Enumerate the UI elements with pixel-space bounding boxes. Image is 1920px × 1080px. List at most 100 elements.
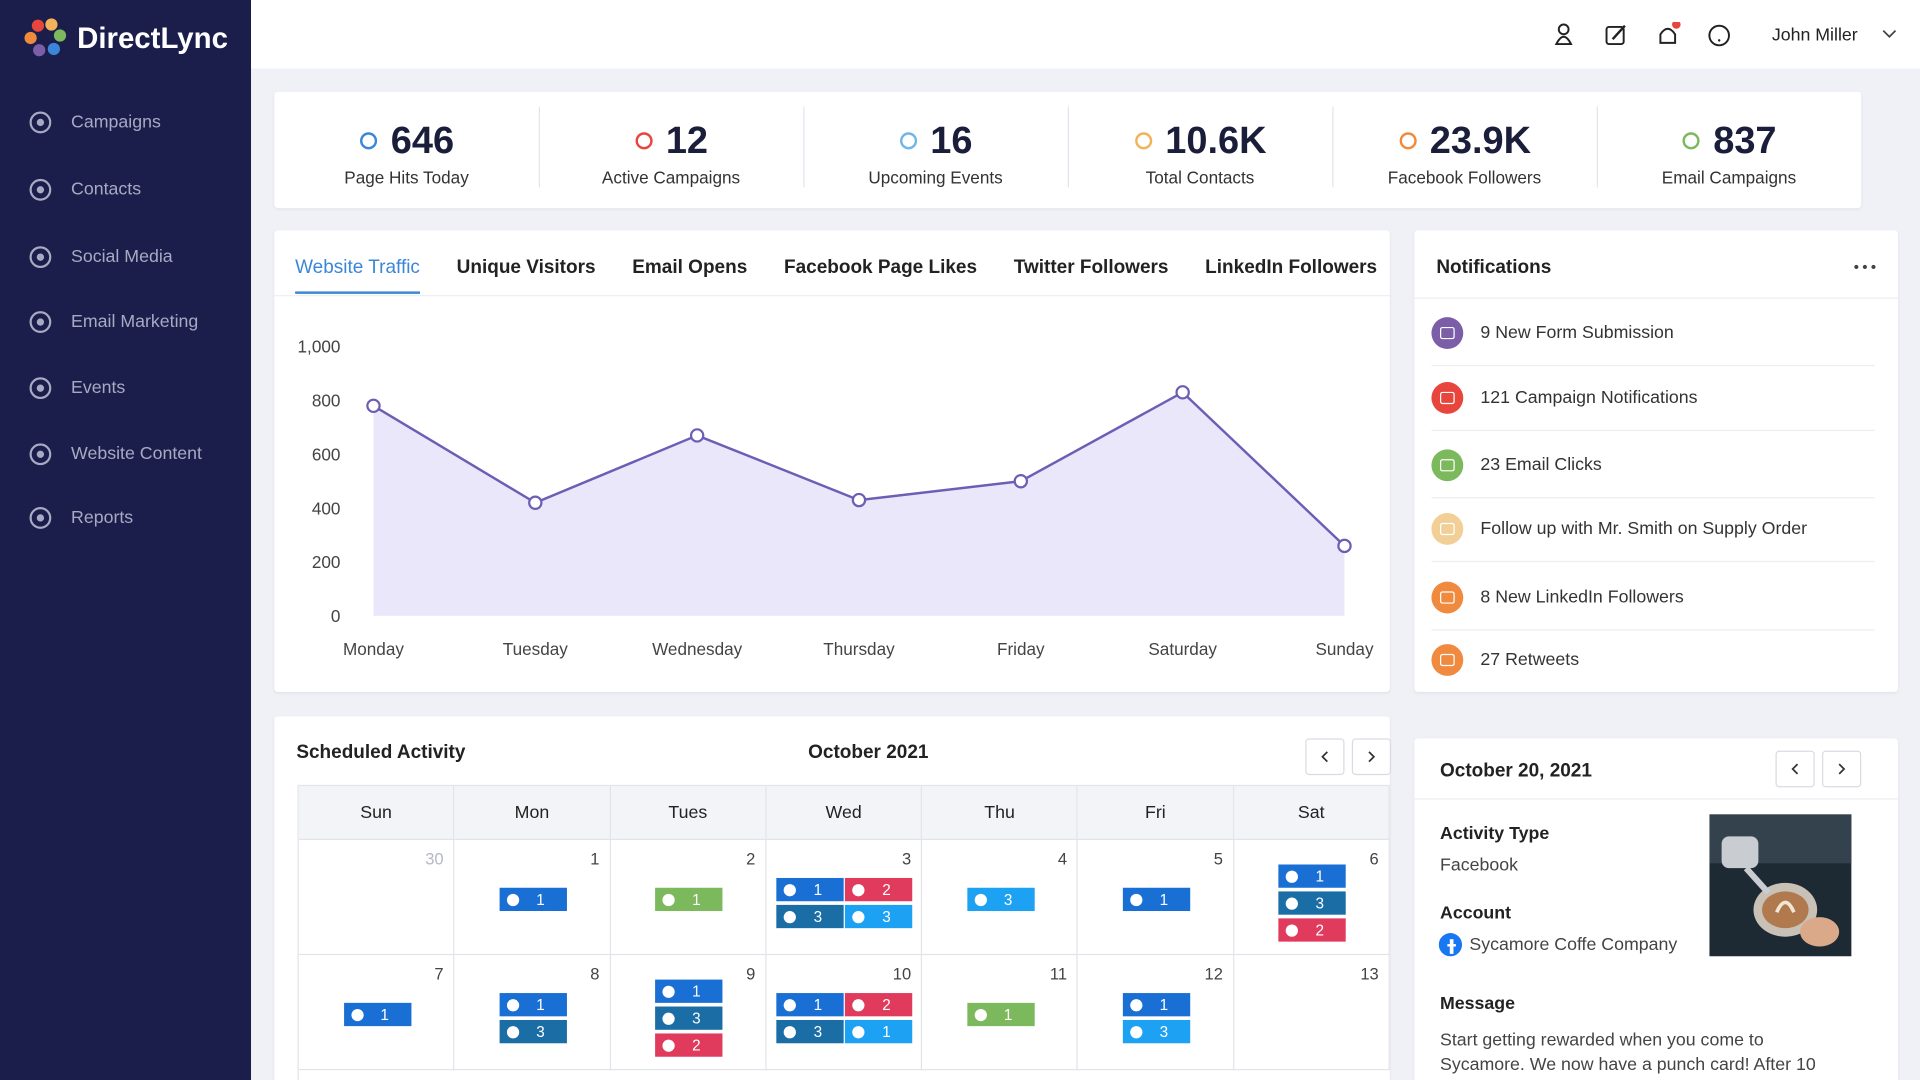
icon-shape: [29, 507, 52, 529]
nav-item[interactable]: Reports: [27, 504, 133, 531]
prev-day[interactable]: [1775, 750, 1815, 788]
badge-icon: [350, 1008, 364, 1021]
badge-count: 2: [882, 881, 891, 899]
badge-icon: [1286, 870, 1299, 883]
activity-badge[interactable]: 3: [1278, 891, 1347, 915]
day-cell[interactable]: 8 1 3: [454, 955, 611, 1071]
nav-item[interactable]: Email Marketing: [27, 309, 198, 336]
activity-badge[interactable]: 1: [1278, 864, 1347, 888]
x-tick-label: Sunday: [1315, 639, 1374, 659]
tab[interactable]: Website Traffic: [295, 257, 420, 294]
activity-badge[interactable]: 3: [776, 1020, 845, 1044]
icon-dot: [1440, 459, 1455, 472]
activity-badge[interactable]: 1: [845, 1020, 913, 1044]
top-bar: John Miller: [251, 0, 1920, 69]
tab[interactable]: Unique Visitors: [456, 257, 596, 278]
stat-label: Active Campaigns: [601, 167, 741, 187]
activity-badge[interactable]: 1: [967, 1002, 1035, 1027]
day-cell[interactable]: 9 1 3 2: [610, 955, 767, 1071]
activity-badge[interactable]: 1: [499, 993, 567, 1017]
activity-badge[interactable]: 3: [655, 1006, 723, 1030]
day-cell[interactable]: 12 1 3: [1078, 955, 1234, 1071]
activity-badge[interactable]: 1: [655, 887, 723, 912]
activity-badge[interactable]: 3: [967, 887, 1035, 912]
badge-icon: [1130, 1025, 1143, 1038]
day-cell[interactable]: 30: [298, 840, 455, 956]
badge-icon: [662, 893, 675, 906]
x-tick-label: Tuesday: [503, 639, 568, 659]
activity-badge[interactable]: 2: [845, 877, 913, 902]
nav-item[interactable]: Campaigns: [27, 109, 161, 136]
badge-count: 1: [1159, 996, 1169, 1014]
nav-icon: [29, 178, 52, 201]
stat-value: 10.6K: [1133, 118, 1267, 162]
notification[interactable]: 8 New LinkedIn Followers: [1431, 566, 1875, 631]
tab[interactable]: Twitter Followers: [1013, 257, 1169, 278]
next-day[interactable]: [1822, 750, 1862, 788]
activity-badge[interactable]: 1: [776, 993, 845, 1017]
badge-count: 1: [536, 890, 545, 908]
day-cell[interactable]: 13: [1233, 955, 1390, 1071]
prev-month[interactable]: [1305, 738, 1345, 776]
notification-text: 27 Retweets: [1480, 650, 1580, 670]
activity-badge[interactable]: 1: [776, 877, 845, 902]
y-tick-label: 600: [312, 444, 341, 464]
stat-value: 23.9K: [1398, 118, 1531, 162]
nav-item[interactable]: Social Media: [27, 244, 173, 271]
activity-badge[interactable]: 1: [1122, 887, 1191, 912]
tab[interactable]: Email Opens: [632, 257, 748, 278]
day-cell[interactable]: 6 1 3 2: [1233, 840, 1390, 956]
next-month[interactable]: [1351, 738, 1392, 776]
icon-shape: [29, 443, 52, 466]
stat: 16 Upcoming Events: [803, 105, 1067, 187]
activity-badge[interactable]: 1: [655, 979, 723, 1003]
notification-icon: [1431, 382, 1464, 414]
day-cell[interactable]: 11 1: [922, 955, 1079, 1071]
notification[interactable]: 27 Retweets: [1431, 628, 1874, 692]
tab[interactable]: LinkedIn Followers: [1205, 257, 1378, 278]
notifications-title: Notifications: [1436, 257, 1552, 278]
icon-shape: [899, 131, 917, 149]
activity-badge[interactable]: 1: [343, 1002, 411, 1027]
activity-badge[interactable]: 3: [776, 904, 845, 929]
icon-dot: [1440, 653, 1455, 667]
nav-item[interactable]: Contacts: [27, 176, 141, 203]
badge-count: 3: [692, 1009, 701, 1027]
activity-badge[interactable]: 2: [655, 1033, 723, 1057]
day-number: 4: [1057, 849, 1068, 869]
nav-item[interactable]: Events: [27, 375, 125, 402]
detail-date: October 20, 2021: [1440, 760, 1592, 782]
activity-badge[interactable]: 3: [499, 1020, 567, 1044]
badge-count: 1: [882, 1023, 891, 1041]
notification[interactable]: 121 Campaign Notifications: [1431, 366, 1875, 432]
icon-shape: [29, 246, 52, 269]
calendar-grid: Sun Mon Tues Wed Thu Fri Sat 30 1 1 2 1 3 1 2 3 3 4 3 5 1 6 1 3…: [297, 784, 1390, 1080]
more-menu[interactable]: [1853, 263, 1877, 270]
icon-shape: [36, 253, 45, 261]
y-tick-label: 800: [312, 391, 341, 411]
activity-badge[interactable]: 2: [1278, 918, 1347, 942]
user-name[interactable]: John Miller: [1771, 25, 1858, 46]
notification[interactable]: 9 New Form Submission: [1431, 301, 1875, 367]
nav-icon: [29, 246, 52, 269]
activity-badge[interactable]: 3: [1122, 1020, 1191, 1044]
header-icons: [1554, 22, 1730, 47]
nav-label: Email Marketing: [71, 312, 199, 332]
activity-badge[interactable]: 3: [845, 904, 913, 929]
activity-badge[interactable]: 2: [845, 993, 913, 1017]
notification[interactable]: Follow up with Mr. Smith on Supply Order: [1431, 497, 1875, 563]
activity-badge[interactable]: 1: [1122, 993, 1191, 1017]
badge-count: 1: [1003, 1005, 1013, 1024]
nav-item[interactable]: Website Content: [27, 441, 202, 468]
day-cell[interactable]: 10 1 2 3 1: [766, 955, 923, 1071]
notification[interactable]: 23 Email Clicks: [1431, 433, 1875, 499]
tab[interactable]: Facebook Page Likes: [783, 257, 978, 278]
activity-badge[interactable]: 1: [499, 887, 567, 912]
